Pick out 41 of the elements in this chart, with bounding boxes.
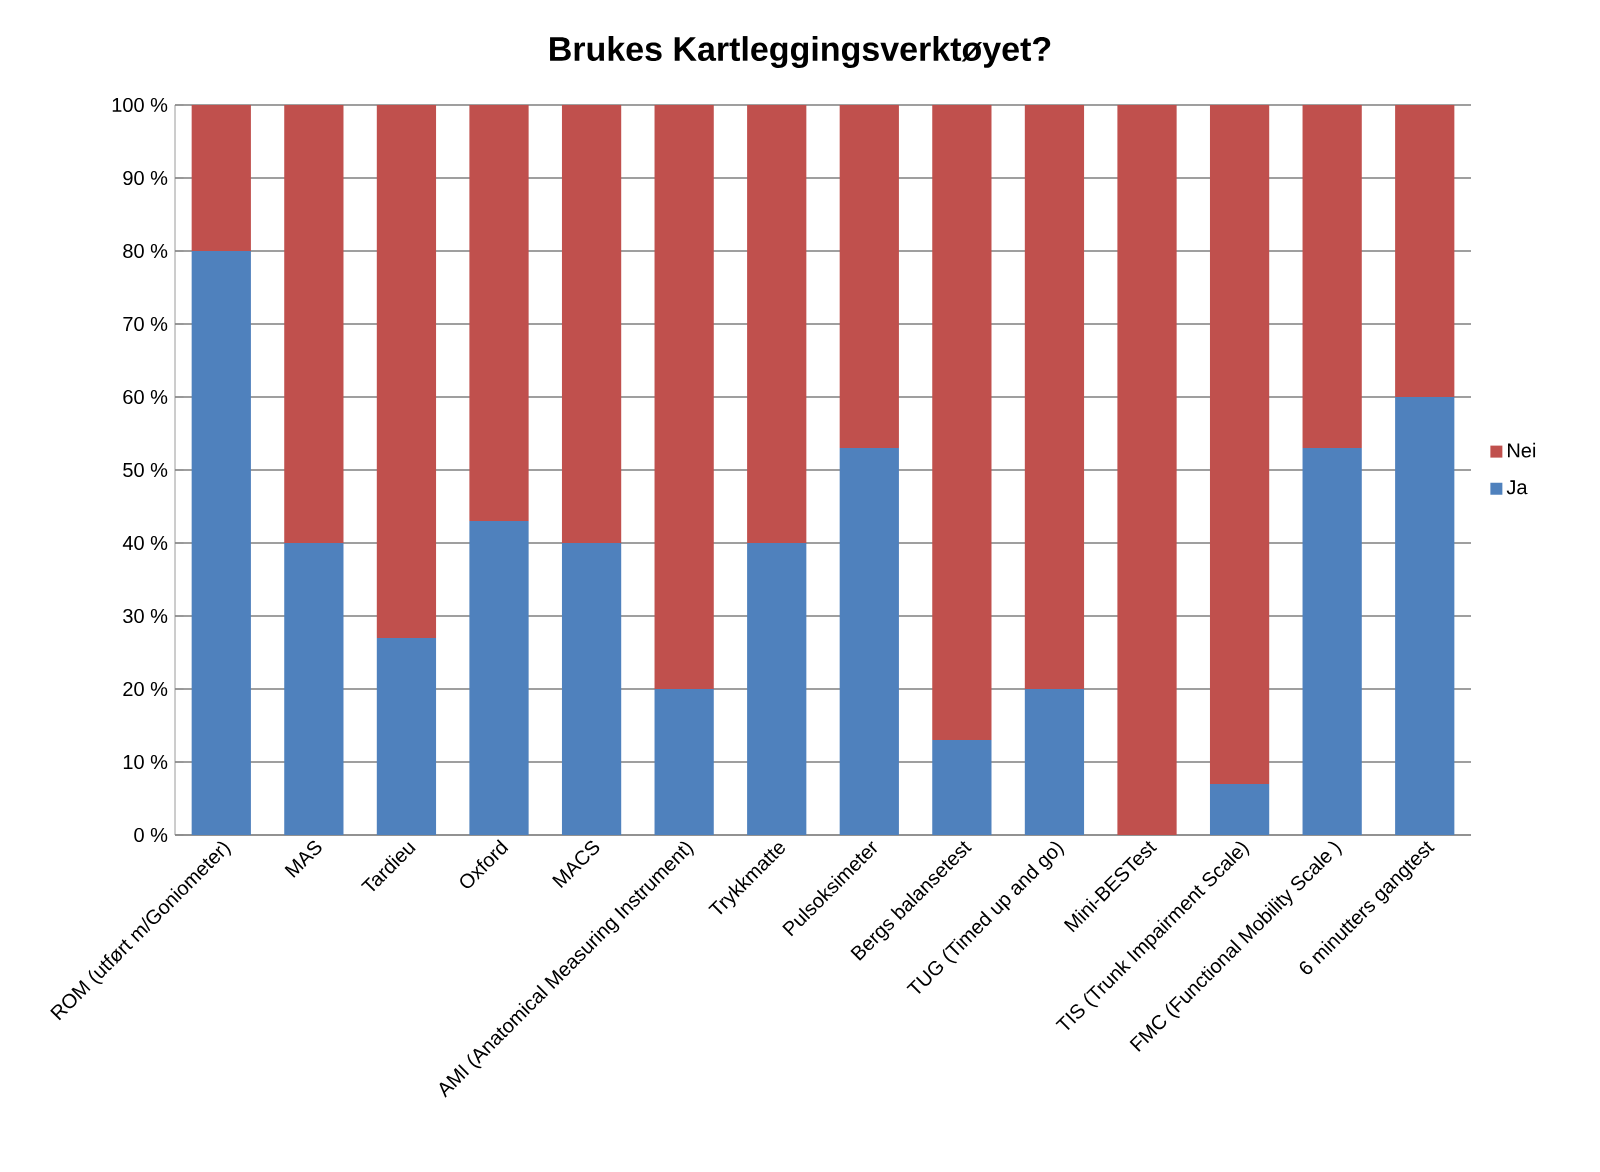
bar [469, 521, 529, 835]
bar [654, 104, 714, 689]
legend-label: Ja [1506, 480, 1528, 495]
bar [747, 543, 807, 835]
bar [376, 637, 437, 835]
y-tick-label: 70 % [123, 316, 168, 332]
y-tick-label: 50 % [123, 462, 168, 478]
bar [561, 104, 622, 543]
y-tick-label: 30 % [123, 608, 168, 624]
y-tick-label: 0 % [134, 827, 168, 843]
bar [839, 104, 899, 449]
bar [654, 689, 714, 835]
y-tick-label: 80 % [123, 243, 168, 259]
bar [1302, 104, 1362, 449]
bar [1395, 104, 1455, 397]
bar [747, 104, 807, 543]
y-tick-label: 10 % [123, 754, 168, 770]
bar [191, 104, 251, 251]
y-tick-label: 20 % [123, 681, 168, 697]
bar [1302, 448, 1362, 835]
bar [932, 740, 992, 835]
bar [284, 104, 344, 543]
y-tick-label: 100 % [112, 97, 168, 113]
bar [1024, 689, 1085, 835]
bar [1395, 396, 1455, 835]
y-tick-label: 60 % [123, 389, 168, 405]
bar [284, 543, 344, 835]
bar [469, 104, 529, 522]
bar [932, 104, 992, 741]
bar [561, 543, 622, 835]
bar [839, 448, 899, 835]
bar [1117, 104, 1177, 835]
bar [191, 250, 251, 835]
bar [1024, 104, 1085, 689]
chart-title: Brukes Kartleggingsverktøyet? [550, 36, 1051, 68]
bar [376, 104, 437, 638]
y-tick-label: 90 % [123, 170, 168, 186]
legend-label: Nei [1508, 442, 1536, 458]
bar [1209, 104, 1270, 784]
y-tick-label: 40 % [122, 535, 168, 551]
bar [1209, 783, 1270, 835]
